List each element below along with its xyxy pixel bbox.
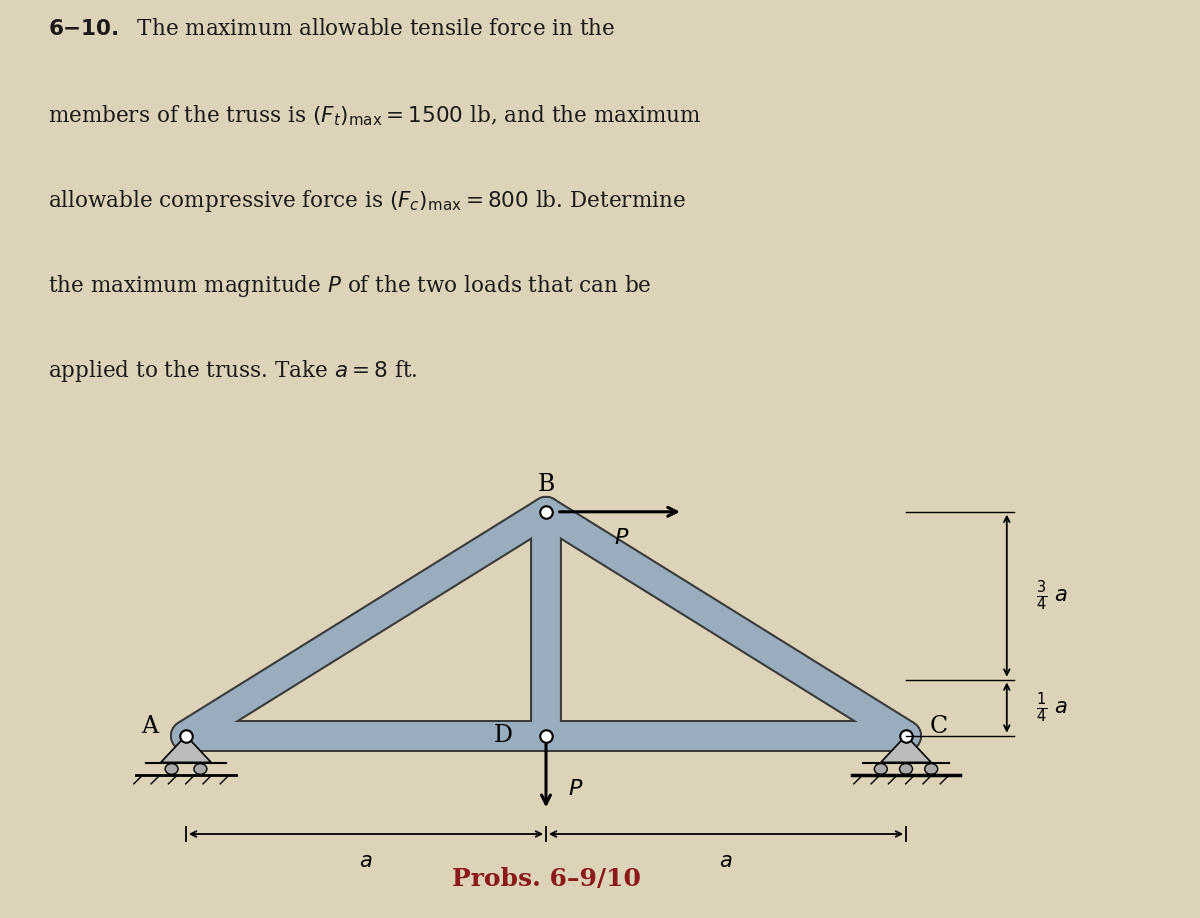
Text: $\frac{1}{4}$ $a$: $\frac{1}{4}$ $a$	[1036, 690, 1068, 725]
Text: $\mathbf{6}$$\mathbf{-10.}$  The maximum allowable tensile force in the: $\mathbf{6}$$\mathbf{-10.}$ The maximum …	[48, 18, 616, 40]
Text: $P$: $P$	[568, 778, 583, 800]
Text: B: B	[538, 474, 554, 497]
Text: A: A	[142, 715, 158, 738]
Text: the maximum magnitude $P$ of the two loads that can be: the maximum magnitude $P$ of the two loa…	[48, 273, 652, 299]
Circle shape	[925, 764, 937, 775]
Polygon shape	[881, 735, 931, 762]
Text: $a$: $a$	[359, 852, 373, 871]
Circle shape	[875, 764, 887, 775]
Text: members of the truss is $(F_t)_{\mathrm{max}} = 1500$ lb, and the maximum: members of the truss is $(F_t)_{\mathrm{…	[48, 103, 701, 128]
Circle shape	[900, 764, 912, 775]
Text: D: D	[493, 724, 512, 747]
Circle shape	[194, 764, 206, 775]
Circle shape	[166, 764, 178, 775]
Text: $a$: $a$	[719, 852, 733, 871]
Text: C: C	[929, 715, 948, 738]
Text: $\frac{3}{4}$ $a$: $\frac{3}{4}$ $a$	[1036, 578, 1068, 613]
Text: Probs. 6–9/10: Probs. 6–9/10	[451, 867, 641, 890]
Polygon shape	[161, 735, 211, 762]
Text: allowable compressive force is $(F_c)_{\mathrm{max}} = 800$ lb. Determine: allowable compressive force is $(F_c)_{\…	[48, 188, 685, 214]
Text: applied to the truss. Take $a = 8$ ft.: applied to the truss. Take $a = 8$ ft.	[48, 358, 418, 384]
Text: $P$: $P$	[614, 527, 629, 549]
